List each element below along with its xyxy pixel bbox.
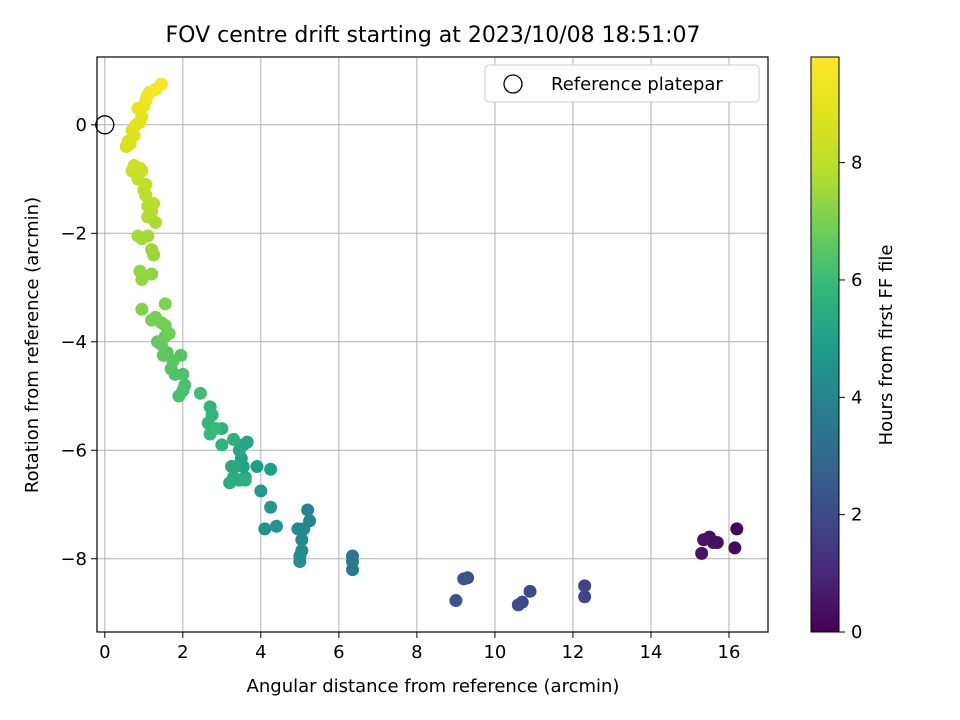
colorbar-ticks: 0 2 4 6 8	[839, 153, 862, 643]
y-axis-ticks: 0 −2 −4 −6 −8	[60, 115, 97, 570]
colorbar-tick-label: 0	[851, 622, 862, 643]
data-point	[346, 563, 360, 577]
x-tick-label: 12	[561, 642, 584, 663]
legend: Reference platepar	[484, 64, 760, 103]
data-point	[133, 264, 147, 278]
data-point	[131, 229, 145, 243]
colorbar-tick-label: 4	[851, 387, 862, 408]
data-point	[145, 267, 159, 281]
colorbar-label: Hours from first FF file	[876, 245, 897, 446]
scatter-points	[119, 77, 744, 612]
y-tick-label: −6	[60, 440, 87, 461]
data-point	[158, 297, 172, 311]
data-point	[178, 378, 192, 392]
x-tick-label: 4	[255, 642, 266, 663]
data-point	[135, 164, 149, 178]
x-axis-ticks: 0 2 4 6 8 10 12 14 16	[99, 632, 740, 663]
data-point	[264, 462, 278, 476]
colorbar-tick-label: 8	[851, 153, 862, 174]
data-point	[258, 522, 272, 536]
data-point	[697, 533, 711, 547]
colorbar-tick-label: 6	[851, 270, 862, 291]
data-point	[227, 432, 241, 446]
data-point	[145, 243, 159, 257]
data-point	[223, 476, 237, 490]
data-point	[209, 422, 223, 436]
grid-lines	[97, 57, 768, 632]
data-point	[193, 386, 207, 400]
x-axis-label: Angular distance from reference (arcmin)	[247, 676, 620, 697]
data-point	[147, 196, 161, 210]
data-point	[154, 77, 168, 91]
data-point	[728, 541, 742, 555]
data-point	[225, 460, 239, 474]
data-point	[449, 594, 463, 608]
data-point	[156, 348, 170, 362]
data-point	[264, 500, 278, 514]
x-tick-label: 14	[640, 642, 663, 663]
data-point	[203, 400, 217, 414]
data-point	[706, 535, 720, 549]
colorbar-tick-label: 2	[851, 505, 862, 526]
data-point	[291, 522, 305, 536]
x-tick-label: 16	[718, 642, 741, 663]
data-point	[141, 229, 155, 243]
data-point	[238, 473, 252, 487]
colorbar-gradient	[810, 56, 840, 633]
legend-box	[484, 64, 760, 103]
data-point	[457, 572, 471, 586]
data-point	[166, 354, 180, 368]
chart-title: FOV centre drift starting at 2023/10/08 …	[166, 23, 701, 48]
data-point	[578, 590, 592, 604]
data-point	[511, 598, 525, 612]
data-point	[269, 519, 283, 533]
data-point	[578, 579, 592, 593]
x-tick-label: 0	[99, 642, 110, 663]
plot-frame	[96, 56, 769, 633]
x-tick-label: 8	[411, 642, 422, 663]
data-point	[295, 533, 309, 547]
legend-label: Reference platepar	[551, 74, 723, 95]
y-tick-label: −2	[60, 223, 87, 244]
data-point	[232, 443, 246, 457]
data-point	[301, 503, 315, 517]
x-tick-label: 10	[483, 642, 506, 663]
data-point	[293, 554, 307, 568]
y-tick-label: −8	[60, 549, 87, 570]
y-tick-label: 0	[76, 115, 87, 136]
data-point	[254, 484, 268, 498]
colorbar: 0 2 4 6 8 Hours from first FF file	[810, 56, 897, 643]
data-point	[695, 546, 709, 560]
legend-marker-icon	[503, 74, 523, 94]
data-point	[215, 438, 229, 452]
data-point	[172, 389, 186, 403]
y-axis-label: Rotation from reference (arcmin)	[22, 197, 43, 493]
data-point	[149, 310, 163, 324]
data-point	[250, 460, 264, 474]
x-tick-label: 6	[333, 642, 344, 663]
data-point	[730, 522, 744, 536]
data-point	[135, 302, 149, 316]
data-point	[523, 584, 537, 598]
y-tick-label: −4	[60, 332, 87, 353]
x-tick-label: 2	[177, 642, 188, 663]
